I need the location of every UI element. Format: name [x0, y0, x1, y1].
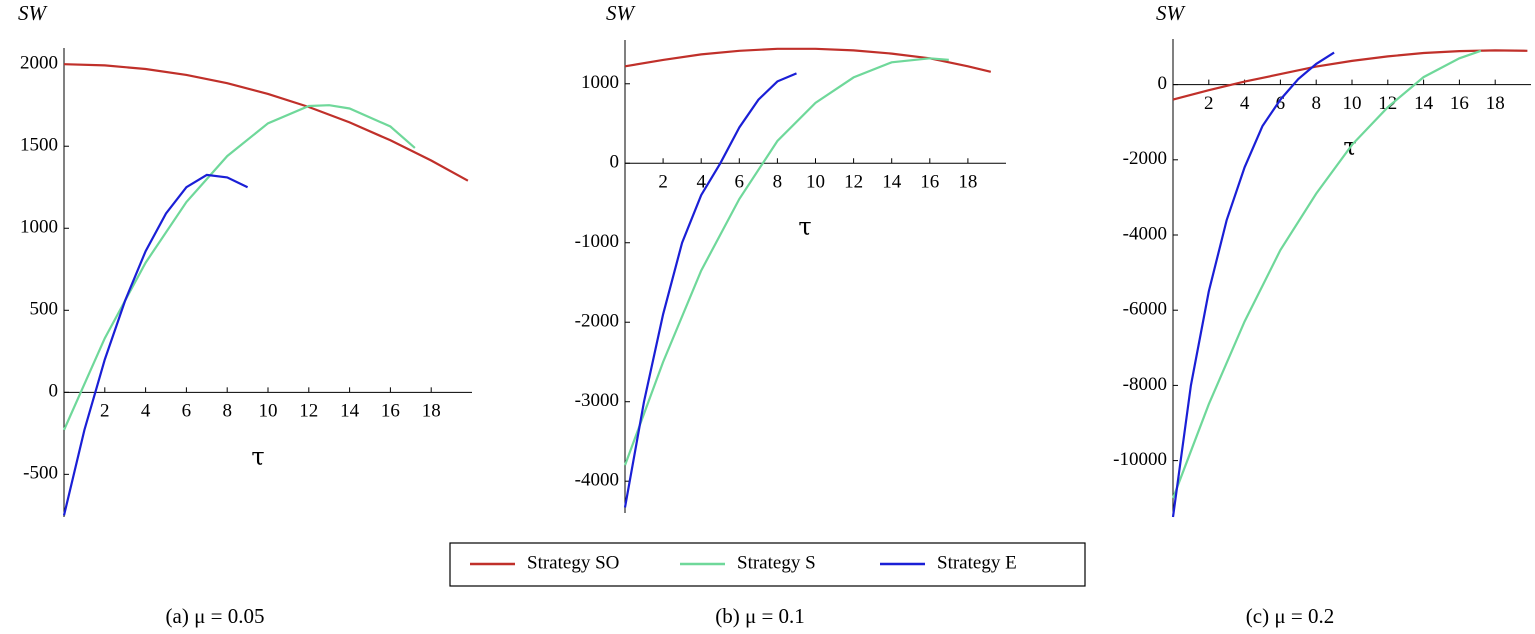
- y-axis-label: SW: [18, 1, 49, 25]
- y-tick-label: 1500: [20, 135, 58, 156]
- y-tick-label: -500: [23, 463, 58, 484]
- caption: (b) μ = 0.1: [715, 604, 805, 628]
- y-tick-label: -3000: [575, 390, 619, 411]
- chart-panel: 2 4 6 8 10 12 14 16 18 -10000 -8000 -6000 -4000 -2000…: [1113, 1, 1531, 628]
- x-tick-label: 8: [1311, 93, 1321, 114]
- line-series: [623, 72, 797, 508]
- x-tick-label: 18: [422, 401, 441, 422]
- y-tick-label: -4000: [1123, 223, 1167, 244]
- legend-label: Strategy E: [937, 552, 1017, 573]
- y-tick-label: 0: [49, 381, 59, 402]
- x-tick-label: 14: [882, 172, 902, 193]
- y-tick-label: -6000: [1123, 299, 1167, 320]
- x-tick-label: 16: [381, 401, 400, 422]
- x-tick-label: 2: [658, 172, 668, 193]
- y-tick-label: 500: [30, 299, 59, 320]
- x-tick-label: 18: [958, 172, 977, 193]
- x-tick-label: 10: [1343, 93, 1362, 114]
- y-axis-label: SW: [1156, 1, 1187, 25]
- x-tick-label: 6: [182, 401, 192, 422]
- y-tick-label: -2000: [575, 311, 619, 332]
- x-tick-label: 2: [100, 401, 110, 422]
- x-tick-label: 4: [141, 401, 151, 422]
- chart-panel: 2 4 6 8 10 12 14 16 18 -4000 -3000 -2000 -1000 0 1000 S…: [575, 1, 1006, 628]
- line-series: [1171, 51, 1335, 518]
- y-tick-label: -4000: [575, 470, 619, 491]
- y-tick-label: 1000: [581, 72, 619, 93]
- y-tick-label: 2000: [20, 53, 58, 74]
- line-series: [1172, 49, 1528, 101]
- line-series: [623, 57, 949, 466]
- x-tick-label: 12: [299, 401, 318, 422]
- y-tick-label: -10000: [1113, 449, 1167, 470]
- legend-box: [449, 542, 1086, 587]
- x-axis-label: τ: [798, 213, 811, 241]
- x-tick-label: 10: [806, 172, 825, 193]
- x-tick-label: 8: [222, 401, 232, 422]
- y-tick-label: 0: [610, 152, 620, 173]
- y-tick-label: 1000: [20, 217, 58, 238]
- x-tick-label: 6: [1276, 93, 1286, 114]
- x-tick-label: 10: [259, 401, 278, 422]
- y-tick-label: -8000: [1123, 374, 1167, 395]
- x-tick-label: 6: [735, 172, 745, 193]
- line-series: [63, 63, 469, 182]
- caption: (a) μ = 0.05: [166, 604, 265, 628]
- x-tick-label: 14: [340, 401, 360, 422]
- y-axis-label: SW: [606, 1, 637, 25]
- y-tick-label: -2000: [1123, 148, 1167, 169]
- x-tick-label: 12: [844, 172, 863, 193]
- x-tick-label: 4: [1240, 93, 1250, 114]
- x-tick-label: 16: [1450, 93, 1469, 114]
- legend: Strategy SO Strategy S Strategy E: [449, 542, 1086, 587]
- legend-label: Strategy SO: [527, 552, 619, 573]
- line-series: [624, 47, 992, 73]
- x-tick-label: 12: [1378, 93, 1397, 114]
- x-tick-label: 16: [920, 172, 939, 193]
- chart-panel: 2 4 6 8 10 12 14 16 18 -500 0 500 1000 1500 2000 SW τ (a)…: [18, 1, 472, 628]
- x-tick-label: 14: [1414, 93, 1434, 114]
- x-tick-label: 4: [696, 172, 706, 193]
- x-tick-label: 8: [773, 172, 783, 193]
- line-series: [62, 173, 249, 516]
- line-series: [62, 104, 416, 431]
- x-axis-label: τ: [251, 443, 264, 471]
- x-tick-label: 18: [1486, 93, 1505, 114]
- line-series: [1171, 49, 1482, 499]
- x-tick-label: 2: [1204, 93, 1214, 114]
- y-tick-label: 0: [1158, 73, 1168, 94]
- legend-label: Strategy S: [737, 552, 816, 573]
- y-tick-label: -1000: [575, 231, 619, 252]
- caption: (c) μ = 0.2: [1246, 604, 1334, 628]
